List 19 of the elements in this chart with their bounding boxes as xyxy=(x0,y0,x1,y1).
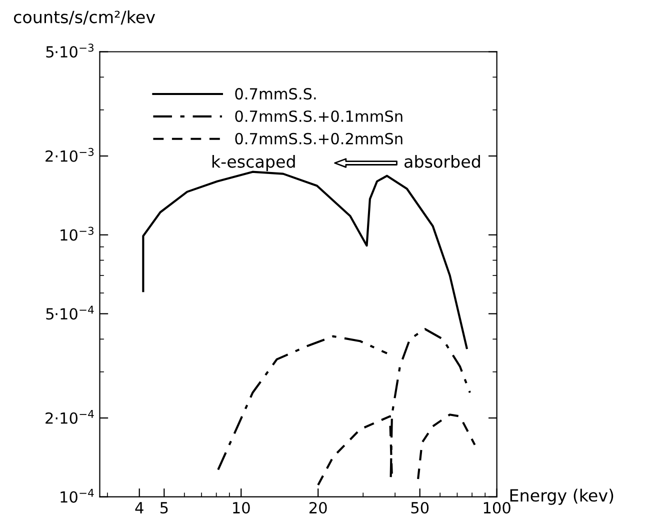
y-tick-label: 2·10$^{−4}$ xyxy=(46,410,94,424)
x-tick-label: 4 xyxy=(135,502,144,514)
legend-label: 0.7mmS.S.+0.2mmSn xyxy=(235,132,402,144)
annotation: absorbed xyxy=(404,154,480,168)
y-tick-label: 2·10$^{−3}$ xyxy=(46,148,94,162)
legend-label: 0.7mmS.S. xyxy=(235,88,316,100)
x-tick-label: 5 xyxy=(160,502,168,514)
y-axis-title: counts/s/cm²/kev xyxy=(14,10,156,25)
x-tick-label: 50 xyxy=(411,502,429,514)
y-tick-label: 10$^{−4}$ xyxy=(60,488,94,503)
y-tick-label: 5·10$^{−3}$ xyxy=(46,44,94,58)
x-axis-title: Energy (kev) xyxy=(510,488,614,505)
x-tick-label: 10 xyxy=(233,502,250,514)
annotation: k-escaped xyxy=(212,154,295,172)
legend-label: 0.7mmS.S.+0.1mmSn xyxy=(235,110,402,122)
y-tick-label: 10$^{−3}$ xyxy=(60,226,94,241)
x-tick-label: 100 xyxy=(484,502,510,514)
x-tick-label: 20 xyxy=(309,502,327,514)
y-tick-label: 5·10$^{−4}$ xyxy=(46,306,94,320)
